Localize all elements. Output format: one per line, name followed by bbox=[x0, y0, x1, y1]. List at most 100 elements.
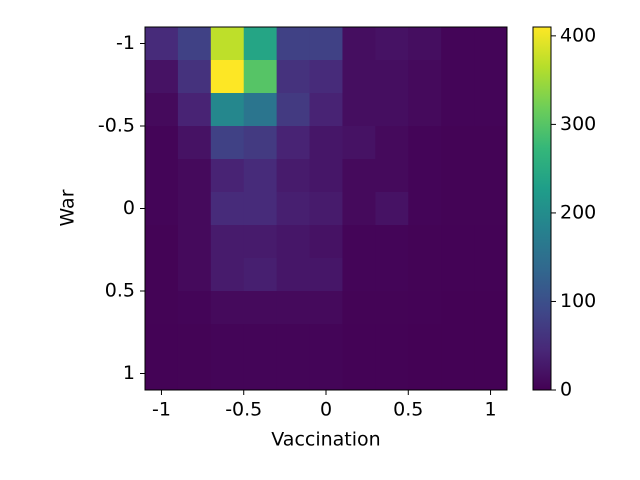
heatmap-cell bbox=[243, 60, 278, 94]
heatmap-cell bbox=[342, 291, 376, 325]
heatmap-cell bbox=[309, 93, 343, 127]
heatmap-cell bbox=[243, 192, 278, 226]
heatmap-cell bbox=[309, 159, 343, 193]
x-tick-label: -0.5 bbox=[225, 399, 262, 421]
heatmap-cell bbox=[177, 324, 212, 358]
heatmap-cell bbox=[276, 27, 311, 61]
heatmap-cell bbox=[145, 159, 179, 193]
heatmap-cell bbox=[309, 60, 343, 94]
heatmap-cell bbox=[276, 324, 311, 358]
colorbar-tick-label: 0 bbox=[560, 379, 572, 401]
y-tick-label: 0 bbox=[123, 197, 135, 219]
heatmap-cell bbox=[210, 159, 245, 193]
heatmap-cell bbox=[309, 27, 343, 61]
heatmap-cell bbox=[276, 225, 311, 259]
heatmap-cell bbox=[177, 357, 212, 391]
y-axis-label: War bbox=[57, 189, 79, 226]
heatmap-cell bbox=[276, 93, 311, 127]
heatmap-cell bbox=[342, 225, 376, 259]
heatmap-cell bbox=[441, 93, 475, 127]
heatmap-cell bbox=[342, 60, 376, 94]
heatmap-cell bbox=[375, 258, 409, 292]
heatmap-cell bbox=[243, 93, 278, 127]
heatmap-cell bbox=[441, 291, 475, 325]
colorbar-tick-label: 200 bbox=[560, 201, 596, 223]
colorbar-tick-label: 300 bbox=[560, 113, 596, 135]
heatmap-cell bbox=[145, 357, 179, 391]
y-tick-label: 1 bbox=[123, 362, 135, 384]
heatmap-cell bbox=[309, 357, 343, 391]
heatmap-cell bbox=[408, 357, 442, 391]
heatmap-cell bbox=[177, 27, 212, 61]
heatmap-cell bbox=[375, 192, 409, 226]
heatmap-cell bbox=[177, 126, 212, 160]
heatmap-cell bbox=[243, 225, 278, 259]
heatmap-cell bbox=[145, 126, 179, 160]
heatmap-cell bbox=[441, 192, 475, 226]
heatmap-cell bbox=[177, 159, 212, 193]
heatmap-cell bbox=[375, 225, 409, 259]
heatmap-cell bbox=[309, 192, 343, 226]
heatmap-cell bbox=[309, 324, 343, 358]
heatmap-cell bbox=[177, 60, 212, 94]
heatmap-cell bbox=[210, 357, 245, 391]
heatmap-cell bbox=[210, 93, 245, 127]
x-tick-label: -1 bbox=[152, 399, 171, 421]
heatmap-cell bbox=[276, 258, 311, 292]
heatmap-cell bbox=[210, 291, 245, 325]
heatmap-cell bbox=[177, 192, 212, 226]
heatmap-cell bbox=[408, 93, 442, 127]
heatmap-cell bbox=[342, 27, 376, 61]
heatmap-cell bbox=[375, 291, 409, 325]
x-tick-label: 1 bbox=[484, 399, 496, 421]
heatmap-cell bbox=[145, 258, 179, 292]
heatmap-cell bbox=[342, 159, 376, 193]
heatmap-cell bbox=[145, 291, 179, 325]
heatmap-cell bbox=[243, 324, 278, 358]
x-axis-label: Vaccination bbox=[271, 429, 380, 451]
heatmap-cell bbox=[408, 291, 442, 325]
heatmap-cell bbox=[408, 126, 442, 160]
colorbar-tick-label: 400 bbox=[560, 24, 596, 46]
heatmap-cell bbox=[243, 258, 278, 292]
heatmap-cell bbox=[441, 159, 475, 193]
heatmap-cell bbox=[342, 126, 376, 160]
heatmap-cell bbox=[474, 192, 508, 226]
heatmap-cell bbox=[342, 93, 376, 127]
heatmap-cell bbox=[243, 126, 278, 160]
heatmap-cell bbox=[342, 192, 376, 226]
heatmap-cell bbox=[474, 27, 508, 61]
heatmap-cell bbox=[309, 291, 343, 325]
heatmap-cell bbox=[342, 324, 376, 358]
heatmap-cell bbox=[375, 357, 409, 391]
heatmap-cell bbox=[210, 27, 245, 61]
heatmap-cell bbox=[177, 291, 212, 325]
heatmap-cell bbox=[145, 324, 179, 358]
heatmap-cell bbox=[177, 258, 212, 292]
heatmap-cell bbox=[408, 192, 442, 226]
heatmap-cell bbox=[210, 324, 245, 358]
heatmap-cell bbox=[408, 258, 442, 292]
heatmap-cell bbox=[276, 126, 311, 160]
heatmap-cell bbox=[441, 324, 475, 358]
x-tick-label: 0.5 bbox=[393, 399, 423, 421]
heatmap-cell bbox=[309, 258, 343, 292]
heatmap-cell bbox=[441, 258, 475, 292]
heatmap-cell bbox=[441, 126, 475, 160]
heatmap-cell bbox=[145, 60, 179, 94]
heatmap-cell bbox=[375, 159, 409, 193]
x-tick-label: 0 bbox=[320, 399, 332, 421]
heatmap-cell bbox=[243, 159, 278, 193]
y-tick-label: 0.5 bbox=[105, 280, 135, 302]
heatmap-cell bbox=[474, 225, 508, 259]
heatmap-cell bbox=[309, 126, 343, 160]
heatmap-cell bbox=[441, 357, 475, 391]
heatmap-cell bbox=[408, 324, 442, 358]
heatmap-cell bbox=[243, 27, 278, 61]
heatmap-cell bbox=[210, 258, 245, 292]
heatmap-cell bbox=[243, 357, 278, 391]
colorbar bbox=[532, 26, 552, 391]
heatmap-cell bbox=[210, 126, 245, 160]
heatmap-cell bbox=[145, 225, 179, 259]
